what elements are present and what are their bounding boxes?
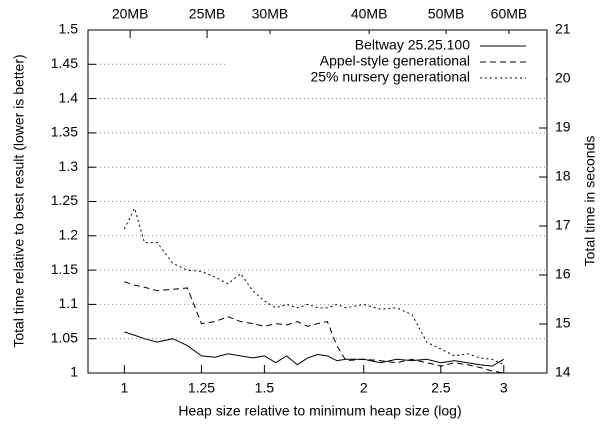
y2-tick-label: 21 <box>555 21 571 37</box>
series-line <box>124 331 505 367</box>
x2-tick-label: 50MB <box>428 6 465 22</box>
legend-label: Appel-style generational <box>320 53 470 69</box>
x-tick-label: 2.5 <box>431 380 451 396</box>
x2-tick-label: 25MB <box>189 6 226 22</box>
y-tick-label: 1.4 <box>59 89 79 105</box>
x-tick-label: 3 <box>500 380 508 396</box>
x-tick-label: 1.5 <box>255 380 275 396</box>
series-line <box>124 281 504 374</box>
y2-tick-label: 19 <box>555 119 571 135</box>
y-tick-label: 1 <box>70 364 78 380</box>
y-tick-label: 1.05 <box>51 329 78 345</box>
y-tick-label: 1.25 <box>51 192 78 208</box>
y2-tick-label: 15 <box>555 315 571 331</box>
y2-tick-label: 14 <box>555 364 571 380</box>
legend-label: Beltway 25.25.100 <box>355 37 470 53</box>
x2-tick-label: 40MB <box>351 6 388 22</box>
y-tick-label: 1.45 <box>51 55 78 71</box>
x-axis-label: Heap size relative to minimum heap size … <box>178 403 461 419</box>
x-tick-label: 2 <box>360 380 368 396</box>
y-tick-label: 1.3 <box>59 158 79 174</box>
y-tick-label: 1.1 <box>59 295 79 311</box>
x2-tick-label: 30MB <box>252 6 289 22</box>
x2-tick-label: 20MB <box>112 6 149 22</box>
x-tick-label: 1 <box>120 380 128 396</box>
series-line <box>123 206 504 366</box>
y2-tick-label: 20 <box>555 70 571 86</box>
legend-box <box>228 34 546 81</box>
y2-tick-label: 16 <box>555 266 571 282</box>
y-tick-label: 1.5 <box>59 21 79 37</box>
plot-border <box>87 29 548 374</box>
y-tick-label: 1.15 <box>51 261 78 277</box>
y-tick-label: 1.2 <box>59 227 79 243</box>
x-tick-label: 1.25 <box>188 380 215 396</box>
y2-tick-label: 17 <box>555 217 571 233</box>
y-axis-label: Total time relative to best result (lowe… <box>11 54 27 347</box>
y2-tick-label: 18 <box>555 168 571 184</box>
y2-axis-label: Total time in seconds <box>582 136 598 267</box>
x2-tick-label: 60MB <box>491 6 528 22</box>
y-tick-label: 1.35 <box>51 124 78 140</box>
legend-label: 25% nursery generational <box>310 69 470 85</box>
